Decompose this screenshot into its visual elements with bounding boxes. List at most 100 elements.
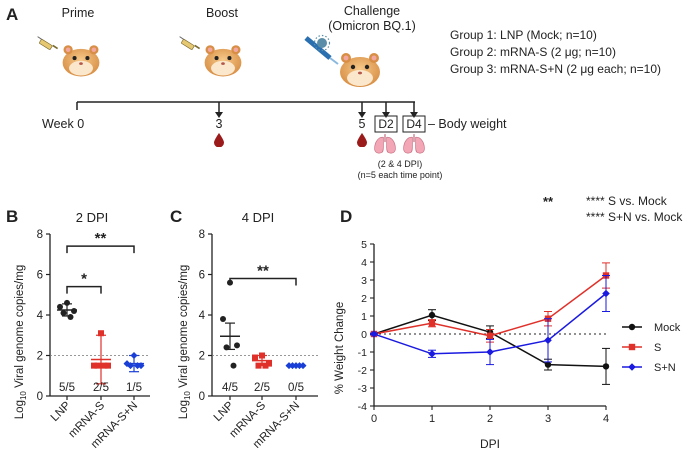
- panel-d-x-tick-label: 2: [487, 413, 493, 425]
- panel-c-point: [252, 354, 258, 361]
- panel-c-point: [259, 352, 265, 359]
- panel-c-y-tick-label: 0: [199, 391, 205, 403]
- panel-b-title: 2 DPI: [76, 210, 109, 225]
- panel-d-y-tick-label: 5: [361, 239, 367, 251]
- panel-b-y-tick-label: 4: [37, 310, 44, 322]
- panel-b-sig-label: **: [95, 230, 107, 247]
- panel-d-x-tick-label: 4: [603, 413, 609, 425]
- panel-d-x-tick-label: 0: [371, 413, 377, 425]
- panel-b-sig-bracket: [66, 285, 102, 294]
- panel-d-y-tick-label: 1: [361, 311, 367, 323]
- syringe-boost-icon: [178, 35, 201, 51]
- group-2-label: Group 2: mRNA-S (2 μg; n=10): [450, 45, 616, 59]
- panel-c-y-tick-label: 8: [199, 229, 205, 241]
- virus-icon: [313, 34, 331, 52]
- panel-a-letter: A: [6, 5, 18, 24]
- panel-c-category-label: LNP: [212, 399, 237, 424]
- panel-d-sig-legend-2: **** S+N vs. Mock: [586, 210, 683, 224]
- group-3-label: Group 3: mRNA-S+N (2 μg each; n=10): [450, 62, 661, 76]
- timeline-d4-box: [402, 115, 426, 133]
- dpi-note-1: (2 & 4 DPI): [378, 159, 423, 169]
- panel-d: D % Weight Change DPI ** **** S vs. Mock…: [334, 194, 683, 451]
- panel-d-legend-label-mock: Mock: [654, 322, 681, 334]
- panel-b-point: [71, 307, 77, 314]
- panel-d-point-mock: [544, 361, 552, 368]
- panel-b-point: [94, 362, 101, 369]
- panel-b-point: [105, 362, 111, 369]
- panel-b-ylabel: Log10 Viral genome copies/mg: [14, 265, 28, 419]
- panel-d-point-s-n: [602, 289, 610, 298]
- timeline-week-label: Week 0: [42, 117, 84, 131]
- panel-c-title: 4 DPI: [242, 210, 275, 225]
- stage-challenge-virus: (Omicron BQ.1): [328, 19, 416, 33]
- hamster-challenge-icon: [340, 53, 380, 87]
- panel-b-category-label: LNP: [49, 399, 74, 424]
- panel-b-point: [60, 309, 67, 316]
- panel-d-legend-marker-s: [628, 343, 636, 351]
- timeline-week-3: 3: [216, 117, 223, 131]
- timeline-body-weight: – Body weight: [428, 117, 507, 131]
- panel-c-point: [289, 362, 296, 370]
- panel-d-legend-label-s: S: [654, 342, 661, 354]
- panel-d-legend-marker-s-n: [628, 363, 636, 371]
- panel-b-y-tick-label: 8: [37, 229, 43, 241]
- panel-b-point: [67, 314, 74, 321]
- panel-c-sig-bracket: [229, 277, 297, 286]
- timeline-d2: D2: [378, 117, 394, 131]
- panel-c-y-tick-label: 6: [199, 270, 205, 282]
- panel-c-point: [230, 362, 237, 369]
- panel-b-count-label: 5/5: [59, 382, 75, 394]
- timeline-d4: D4: [406, 117, 422, 131]
- panel-b-point: [91, 362, 97, 369]
- panel-b-point: [134, 362, 141, 370]
- panel-d-y-tick-label: 4: [361, 257, 367, 269]
- blood-drop-week5-icon: [357, 133, 367, 147]
- hamster-boost-icon: [204, 45, 242, 77]
- panel-d-sig-stars: **: [543, 194, 554, 209]
- panel-c-count-label: 4/5: [222, 382, 238, 394]
- panel-c-point: [234, 342, 240, 349]
- panel-d-point-s-n: [544, 336, 552, 345]
- panel-d-point-s-n: [428, 350, 436, 358]
- timeline-d2-box: [374, 115, 398, 133]
- timeline: [76, 101, 418, 118]
- panel-b-point: [130, 352, 138, 359]
- panel-d-letter: D: [340, 207, 352, 226]
- panel-c-count-label: 0/5: [288, 382, 304, 394]
- panel-b-point: [127, 362, 134, 370]
- hamster-prime-icon: [62, 45, 100, 77]
- panel-d-y-tick-label: -4: [358, 401, 367, 413]
- panel-d-ylabel: % Weight Change: [334, 302, 346, 394]
- panel-b-y-tick-label: 0: [37, 391, 43, 403]
- panel-b-count-label: 2/5: [93, 382, 109, 394]
- stage-prime-label: Prime: [62, 6, 95, 20]
- panel-d-x-tick-label: 1: [429, 413, 435, 425]
- panel-b-y-tick-label: 2: [37, 351, 43, 363]
- panel-d-y-tick-label: 3: [361, 275, 367, 287]
- panel-d-y-tick-label: 2: [361, 293, 367, 305]
- panel-b: B 2 DPI Log10 Viral genome copies/mg 0 2 4…: [6, 207, 150, 451]
- panel-d-x-tick-label: 3: [545, 413, 551, 425]
- panel-d-point-mock: [428, 311, 436, 319]
- panel-d-y-tick-label: -1: [358, 347, 367, 359]
- dpi-note-2: (n=5 each time point): [358, 170, 443, 180]
- pipette-icon: [304, 36, 339, 65]
- panel-b-y-tick-label: 6: [37, 270, 43, 282]
- panel-c-y-tick-label: 2: [199, 351, 205, 363]
- panel-d-xlabel: DPI: [480, 437, 500, 451]
- panel-c-point: [266, 360, 272, 367]
- panel-b-sig-label: *: [81, 271, 87, 288]
- panel-d-legend-marker-mock: [628, 323, 636, 331]
- panel-c-y-tick-label: 4: [199, 310, 206, 322]
- panel-b-point: [64, 299, 70, 306]
- panel-b-letter: B: [6, 207, 18, 226]
- panel-d-point-s-n: [370, 330, 378, 338]
- panel-c-point: [220, 316, 226, 323]
- panel-c-point: [223, 344, 230, 351]
- panel-b-point: [101, 362, 108, 369]
- timeline-week-5: 5: [359, 117, 366, 131]
- panel-c-count-label: 2/5: [254, 382, 270, 394]
- panel-d-legend-label-s-n: S+N: [654, 362, 676, 374]
- panel-d-y-tick-label: -2: [358, 365, 367, 377]
